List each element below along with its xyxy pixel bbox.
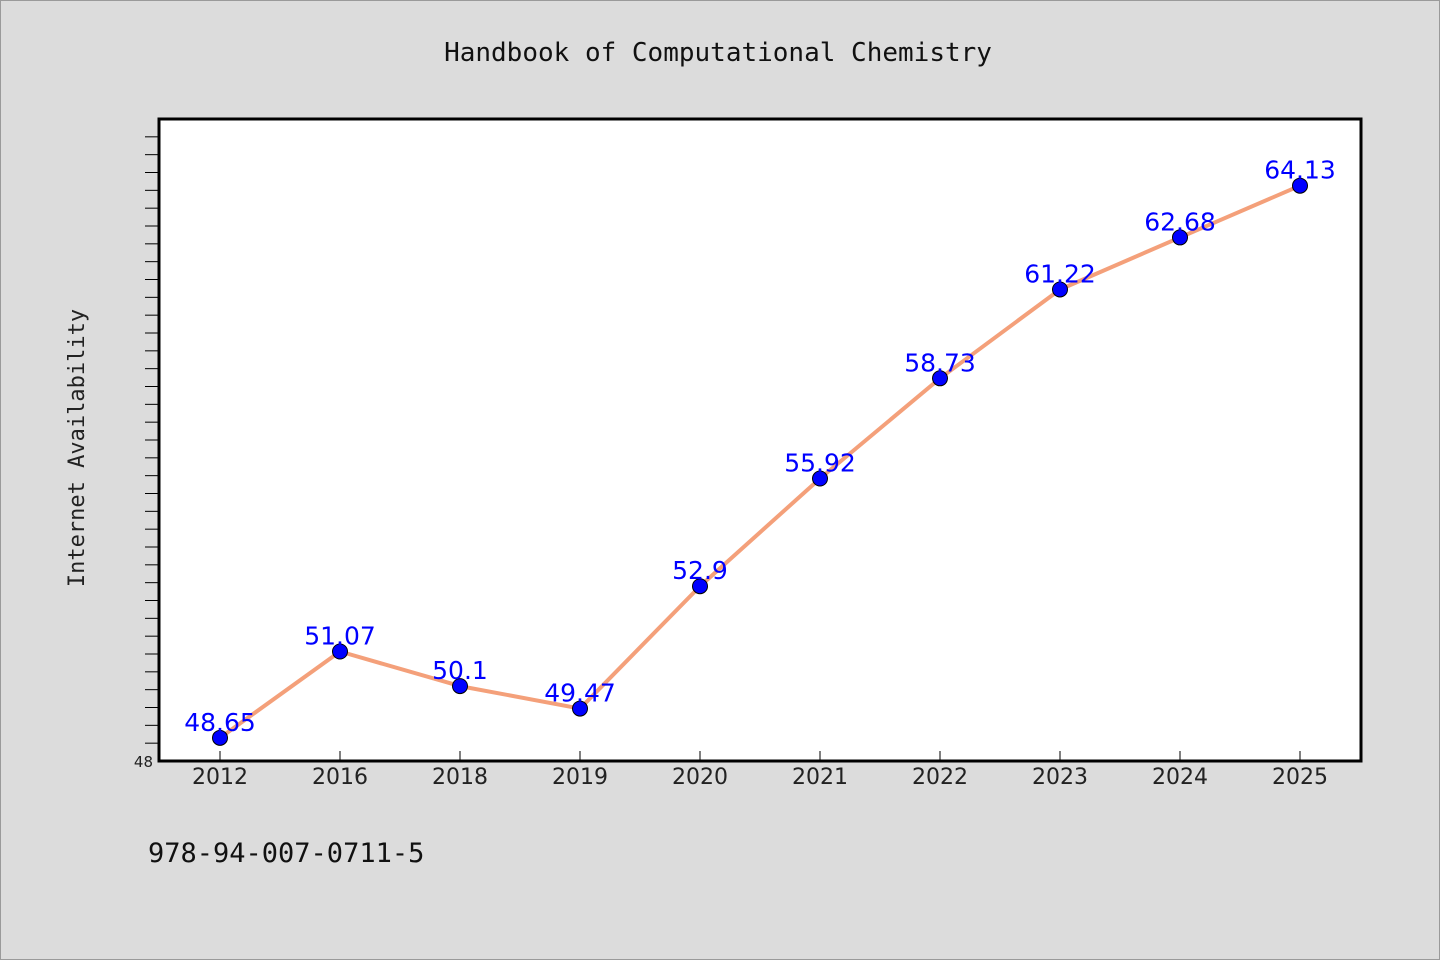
- data-label: 51.07: [304, 622, 376, 651]
- data-point: [812, 470, 828, 487]
- data-point: [692, 578, 708, 595]
- isbn-text: 978-94-007-0711-5: [148, 838, 424, 869]
- data-label: 64.13: [1264, 156, 1336, 185]
- x-tick-label: 2020: [672, 765, 728, 790]
- series-line: [218, 183, 1302, 740]
- x-tick-label: 2018: [432, 765, 488, 790]
- y-axis-ticks: 48: [134, 136, 158, 771]
- chart-title: Handbook of Computational Chemistry: [444, 38, 992, 68]
- data-point: [572, 700, 588, 717]
- data-point: [212, 729, 228, 746]
- y-axis-label: Internet Availability: [65, 309, 90, 587]
- x-tick-label: 2024: [1152, 765, 1208, 790]
- data-label: 50.1: [432, 656, 488, 685]
- data-point: [1172, 229, 1188, 246]
- x-tick-label: 2022: [912, 765, 968, 790]
- data-label: 61.22: [1024, 259, 1096, 288]
- data-label: 55.92: [784, 449, 856, 478]
- x-axis-ticks: 2012 2016 2018 2019 2020 2021 2022 2023 2024 2025: [192, 751, 1328, 790]
- data-point: [1052, 281, 1068, 298]
- data-point: [452, 678, 468, 695]
- data-label: 49.47: [544, 679, 616, 708]
- data-point: [332, 643, 348, 660]
- data-label: 58.73: [904, 348, 976, 377]
- x-tick-label: 2023: [1032, 765, 1088, 790]
- data-label: 48.65: [184, 708, 256, 737]
- x-tick-label: 2016: [312, 765, 368, 790]
- data-label: 62.68: [1144, 207, 1216, 236]
- x-tick-label: 2025: [1272, 765, 1328, 790]
- data-point: [1292, 177, 1308, 194]
- data-point: [932, 370, 948, 387]
- data-label: 52.9: [672, 556, 728, 585]
- plot-area: [157, 117, 1363, 763]
- x-tick-label: 2012: [192, 765, 248, 790]
- x-tick-label: 2019: [552, 765, 608, 790]
- series-layer: 48.65 51.07 50.1 49.47 52.9 55.92 58.73 61.22 62…: [184, 156, 1336, 746]
- y-tick-label: 48: [134, 753, 153, 771]
- x-tick-label: 2021: [792, 765, 848, 790]
